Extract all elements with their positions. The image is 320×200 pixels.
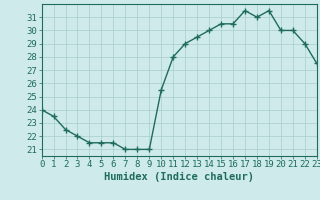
X-axis label: Humidex (Indice chaleur): Humidex (Indice chaleur) — [104, 172, 254, 182]
